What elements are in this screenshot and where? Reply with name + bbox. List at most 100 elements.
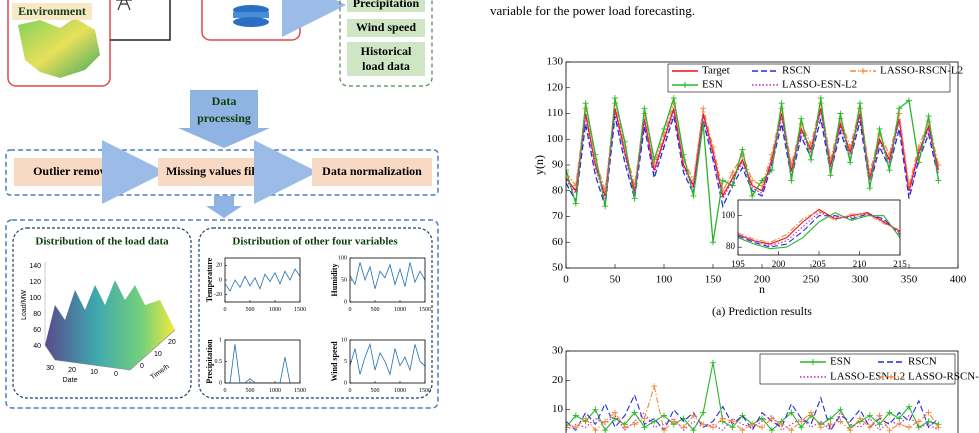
marker — [631, 409, 638, 416]
marker — [566, 424, 569, 431]
variables-box — [339, 0, 433, 87]
historical-load-label: Historical — [361, 44, 412, 58]
y-tick-label: 110 — [547, 107, 564, 119]
marker — [866, 412, 873, 419]
marker — [651, 156, 658, 163]
marker — [612, 409, 618, 416]
y-tick-label: 120 — [547, 81, 564, 93]
legend-label: ESN — [830, 356, 851, 368]
chart: 0 500 1000 1500 0 0.5 1 Precipitation — [205, 337, 306, 393]
x-tick-label: 200 — [772, 259, 786, 269]
legend-label: LASSO-ESN-L2 — [830, 371, 905, 383]
marker — [798, 115, 805, 122]
x-tick-label: 250 — [803, 273, 820, 285]
y-tick-label: -20 — [214, 292, 222, 298]
surface-tick: 100 — [29, 295, 41, 302]
marker — [925, 418, 932, 425]
x-tick-label: 100 — [656, 273, 673, 285]
marker — [749, 177, 756, 184]
marker — [866, 424, 873, 431]
marker — [749, 421, 756, 428]
marker — [749, 192, 756, 199]
marker — [906, 403, 912, 410]
marker — [739, 146, 746, 153]
marker — [778, 100, 785, 107]
axes-frame — [565, 61, 959, 269]
connector — [110, 0, 171, 41]
marker — [700, 105, 707, 112]
y-tick-label: 10 — [552, 403, 564, 415]
x-tick-label: 500 — [371, 307, 380, 313]
surface-label: Time/h — [150, 363, 171, 381]
marker — [827, 415, 834, 422]
map-image — [18, 18, 100, 78]
marker — [661, 427, 667, 433]
vars-panel — [198, 227, 433, 399]
legend-label: LASSO-ESN-L2 — [782, 79, 857, 91]
tower-icon — [116, 0, 132, 11]
step-label: Missing values filling — [166, 164, 274, 178]
marker — [808, 409, 814, 416]
marker — [778, 421, 785, 428]
marker — [886, 167, 893, 174]
legend-label: LASSO-RSCN-L2 — [880, 65, 963, 77]
distribution-box — [5, 219, 439, 409]
marker — [729, 182, 736, 189]
marker — [768, 427, 775, 433]
surface-tick: 60 — [33, 327, 41, 334]
precipitation-label: Precipitation — [353, 0, 420, 10]
marker — [690, 192, 697, 199]
series-line — [566, 393, 939, 432]
marker — [670, 418, 677, 425]
x-tick-label: 500 — [246, 307, 255, 313]
label-bg — [347, 0, 425, 12]
surface-axes — [44, 329, 176, 371]
marker — [759, 177, 765, 184]
x-tick-label: 205 — [812, 259, 826, 269]
y-tick-label: 130 — [547, 56, 564, 68]
marker — [710, 239, 716, 246]
marker — [925, 113, 932, 120]
marker — [602, 427, 609, 433]
x-tick-label: 1000 — [394, 307, 406, 313]
plot-area — [350, 262, 425, 289]
x-tick-label: 210 — [853, 259, 867, 269]
surface-tick: 20 — [168, 339, 176, 346]
load-panel — [12, 227, 192, 399]
legend-label: LASSO-RSCN-L2 — [908, 371, 979, 383]
y-tick-label: 10 — [341, 337, 347, 343]
marker — [729, 169, 736, 176]
x-tick-label: 0 — [224, 388, 227, 394]
marker — [857, 415, 863, 422]
y-tick-label: 80 — [726, 241, 736, 251]
marker — [621, 424, 628, 431]
series-line — [225, 268, 300, 292]
marker — [670, 95, 677, 102]
chart: 0 500 1000 1500 0 50 100 Humidity — [330, 255, 431, 312]
marker — [710, 359, 716, 366]
marker — [768, 167, 775, 174]
y-tick-label: 100 — [547, 133, 564, 145]
series-line — [350, 342, 425, 376]
marker — [847, 159, 854, 166]
label-bg — [12, 3, 92, 20]
marker — [700, 409, 707, 416]
wind-speed-label: Wind speed — [356, 20, 416, 34]
marker — [700, 120, 707, 127]
x-tick-label: 195 — [731, 259, 745, 269]
series-line — [738, 211, 900, 247]
environment-label: Environment — [18, 4, 86, 18]
marker — [582, 100, 589, 107]
marker — [602, 203, 609, 210]
charts: 0 50 100 150 200 250 300 350 4005060708090100110… — [205, 56, 979, 433]
caption: (a) Prediction results — [712, 304, 812, 318]
panel-title: Distribution of the load data — [35, 236, 169, 248]
body-text: variable for the power load forecasting. — [490, 3, 695, 18]
y-tick-label: 5 — [344, 359, 347, 365]
y-tick-label: 0 — [344, 299, 347, 305]
legend-label: RSCN — [908, 356, 937, 368]
legend-marker — [860, 68, 866, 74]
plot-area — [566, 95, 942, 246]
